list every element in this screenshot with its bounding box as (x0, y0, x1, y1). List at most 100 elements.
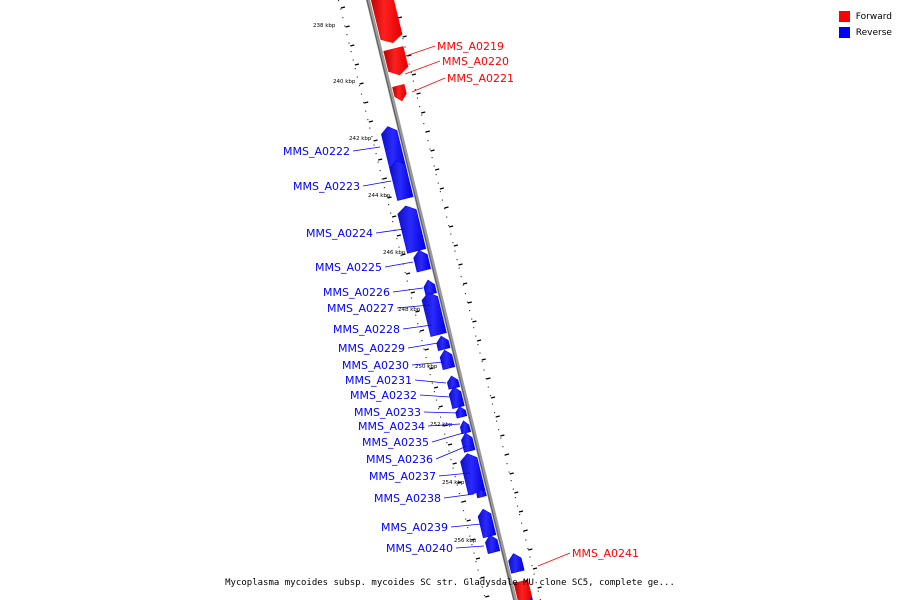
scale-tick (471, 538, 476, 541)
label-leader-line (537, 552, 571, 567)
scale-dot (469, 310, 471, 312)
scale-dot (496, 420, 498, 422)
scale-tick (485, 595, 490, 598)
scale-tick (467, 301, 472, 304)
label-leader-line (431, 432, 464, 443)
scale-dot (377, 161, 379, 163)
scale-dot (423, 123, 425, 125)
scale-tick (425, 130, 431, 133)
scale-dot (425, 357, 427, 359)
scale-dot (416, 97, 419, 99)
scale-dot (477, 344, 479, 346)
scale-dot (519, 514, 521, 516)
scale-tick (481, 358, 486, 361)
gene-arrow-mms-a0225 (413, 250, 432, 273)
scale-tick (405, 272, 411, 275)
scale-dot (404, 272, 406, 274)
gene-arrow-mms-a0220 (383, 46, 409, 76)
scale-dot (369, 127, 371, 129)
scale-tick (458, 263, 463, 266)
gene-label-mms-a0232: MMS_A0232 (350, 389, 417, 402)
reverse-swatch (838, 27, 850, 38)
scale-tick (382, 177, 388, 180)
scale-tick (504, 453, 510, 456)
scale-dot (342, 17, 344, 19)
scale-tick (500, 434, 505, 437)
scale-tick (444, 206, 449, 209)
scale-tick (359, 82, 364, 85)
gene-label-mms-a0239: MMS_A0239 (381, 521, 448, 534)
scale-dot (479, 352, 481, 354)
scale-dot (390, 212, 392, 214)
scale-dot (346, 34, 348, 36)
scale-tick (354, 63, 360, 66)
scale-dot (514, 497, 516, 499)
scale-dot (356, 76, 358, 78)
scale-tick (518, 510, 524, 513)
gene-label-mms-a0228: MMS_A0228 (333, 323, 400, 336)
scale-tick (452, 462, 457, 465)
scale-tick (490, 396, 496, 399)
gene-arrow-mms-a0228 (436, 335, 451, 351)
gene-label-mms-a0231: MMS_A0231 (345, 374, 412, 387)
scale-dot (444, 433, 446, 435)
scale-dot (419, 331, 421, 333)
scale-dot (450, 233, 452, 235)
scale-dot (458, 493, 460, 495)
scale-tick (430, 149, 435, 152)
label-leader-line (396, 304, 431, 309)
scale-dot (448, 225, 450, 227)
legend-item-forward: Forward (838, 9, 892, 24)
scale-dot (439, 191, 441, 193)
label-leader-line (450, 523, 482, 528)
scale-dot (535, 582, 537, 584)
scale-dot (494, 412, 496, 414)
scale-tick (407, 54, 412, 57)
gene-label-mms-a0237: MMS_A0237 (369, 470, 436, 483)
scale-tick (528, 548, 533, 551)
scale-dot (410, 72, 412, 74)
gene-label-mms-a0235: MMS_A0235 (362, 436, 429, 449)
gene-arrow-mms-a0234 (461, 432, 476, 453)
scale-dot (485, 378, 487, 380)
scale-tick (476, 339, 482, 342)
scale-dot (498, 429, 500, 431)
scale-dot (502, 446, 504, 448)
scale-tick (472, 320, 477, 323)
label-leader-line (438, 472, 471, 477)
gene-label-mms-a0238: MMS_A0238 (374, 492, 441, 505)
legend-label-forward: Forward (855, 11, 892, 22)
legend: Forward Reverse (838, 9, 892, 41)
label-leader-line (427, 423, 461, 427)
scale-dot (402, 38, 404, 40)
gene-arrow-mms-a0219 (370, 0, 403, 44)
scale-tick (416, 92, 421, 95)
scale-tick (401, 253, 406, 256)
scale-tick (429, 367, 434, 370)
gene-label-mms-a0226: MMS_A0226 (323, 286, 390, 299)
scale-tick (439, 187, 445, 190)
label-leader-line (435, 445, 468, 460)
scale-dot (471, 544, 473, 546)
scale-dot (425, 131, 427, 133)
scale-tick (387, 196, 392, 199)
scale-dot (344, 25, 346, 27)
scale-dot (450, 459, 452, 461)
scale-tick (495, 415, 500, 418)
scale-dot (487, 386, 489, 388)
scale-dot (427, 365, 429, 367)
scale-tick (447, 443, 453, 446)
gene-label-mms-a0227: MMS_A0227 (327, 302, 394, 315)
scale-dot (537, 590, 539, 592)
scale-tick (392, 215, 397, 218)
scale-dot (431, 157, 433, 159)
scale-tick (402, 35, 407, 38)
gene-arrow-mms-a0238 (485, 534, 501, 554)
gene-arrow-mms-a0233 (459, 420, 472, 435)
scale-dot (431, 382, 433, 384)
scale-tick (457, 481, 462, 484)
scale-dot (500, 437, 502, 439)
scale-dot (521, 522, 523, 524)
scale-dot (421, 340, 423, 342)
